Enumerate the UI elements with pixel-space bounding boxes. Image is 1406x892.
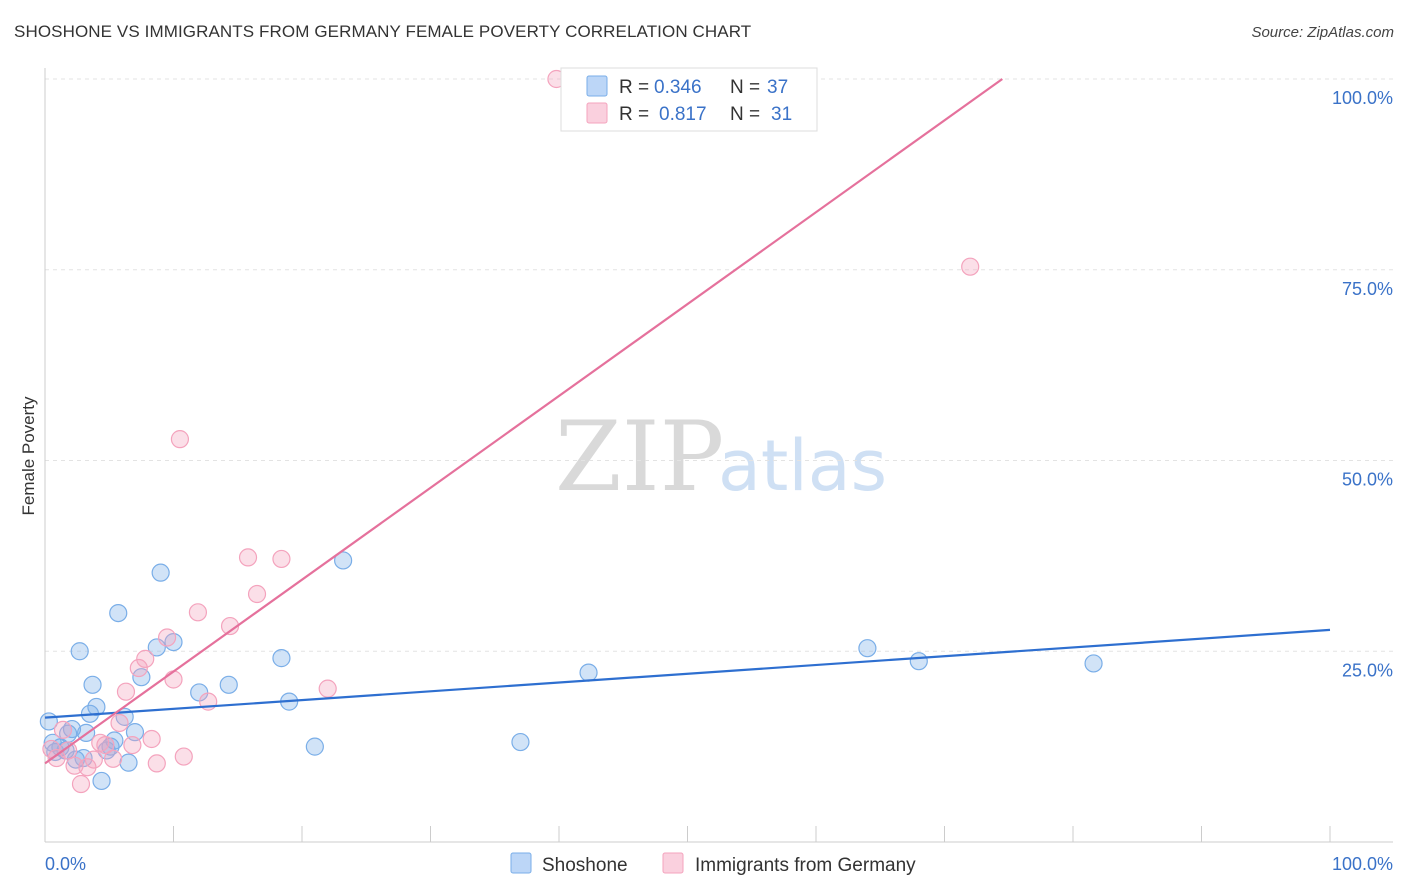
germany-point-15 bbox=[136, 649, 155, 668]
y-axis-tick-labels: 25.0% 50.0% 75.0% 100.0% bbox=[1332, 88, 1393, 680]
germany-point-19 bbox=[164, 670, 183, 689]
y-tick-label-50: 50.0% bbox=[1342, 470, 1393, 490]
germany-point-14 bbox=[129, 658, 148, 678]
shoshone-point-12 bbox=[87, 697, 106, 717]
source-note: Source: ZipAtlas.com bbox=[1251, 24, 1394, 41]
y-tick-label-75: 75.0% bbox=[1342, 279, 1393, 299]
x-axis-ticks bbox=[44, 826, 1331, 842]
shoshone-point-31 bbox=[511, 732, 530, 752]
bottom-legend-swatch-shoshone bbox=[510, 852, 532, 874]
grid-lines bbox=[45, 78, 1393, 652]
shoshone-point-13 bbox=[92, 771, 111, 791]
bottom-legend-label-germany: Immigrants from Germany bbox=[695, 855, 916, 876]
legend-r-value-shoshone: 0.346 bbox=[654, 77, 702, 98]
shoshone-point-32 bbox=[579, 663, 598, 682]
legend-swatch-germany bbox=[586, 102, 608, 124]
germany-point-9 bbox=[96, 735, 115, 755]
shoshone-point-19 bbox=[119, 753, 138, 772]
y-tick-label-100: 100.0% bbox=[1332, 88, 1393, 108]
germany-point-13 bbox=[123, 735, 142, 755]
germany-point-21 bbox=[174, 747, 193, 766]
germany-point-16 bbox=[142, 729, 161, 749]
shoshone-point-29 bbox=[305, 737, 324, 756]
shoshone-trend-line bbox=[44, 628, 1331, 719]
legend-r-label-shoshone: R = bbox=[619, 77, 649, 98]
shoshone-point-16 bbox=[105, 731, 124, 750]
shoshone-point-11 bbox=[83, 675, 102, 694]
germany-point-28 bbox=[318, 679, 337, 698]
germany-point-11 bbox=[110, 713, 129, 733]
germany-point-18 bbox=[157, 628, 177, 647]
shoshone-point-17 bbox=[109, 603, 128, 623]
shoshone-point-26 bbox=[219, 675, 238, 694]
watermark-atlas: atlas bbox=[718, 425, 887, 507]
germany-point-12 bbox=[116, 682, 136, 701]
germany-point-30 bbox=[961, 257, 980, 276]
germany-point-17 bbox=[147, 754, 166, 773]
y-axis-label: Female Poverty bbox=[19, 396, 38, 516]
germany-point-22 bbox=[188, 603, 208, 622]
germany-point-26 bbox=[247, 584, 267, 604]
shoshone-points bbox=[39, 551, 1103, 791]
germany-point-7 bbox=[84, 750, 103, 769]
bottom-legend-label-shoshone: Shoshone bbox=[542, 855, 628, 876]
bottom-legend: Shoshone Immigrants from Germany bbox=[510, 852, 916, 876]
germany-point-6 bbox=[78, 758, 97, 777]
legend-r-value-germany: 0.817 bbox=[659, 104, 707, 125]
legend-n-value-germany: 31 bbox=[771, 104, 792, 125]
germany-trend-line bbox=[44, 78, 1003, 765]
germany-point-20 bbox=[170, 430, 190, 449]
x-tick-label-max: 100.0% bbox=[1332, 854, 1393, 874]
germany-point-10 bbox=[104, 749, 123, 768]
germany-point-25 bbox=[238, 548, 258, 567]
germany-point-3 bbox=[59, 741, 78, 760]
shoshone-point-23 bbox=[151, 563, 170, 582]
shoshone-point-34 bbox=[909, 652, 928, 671]
legend-swatch-shoshone bbox=[586, 75, 608, 97]
shoshone-point-30 bbox=[334, 551, 353, 570]
germany-point-2 bbox=[53, 720, 73, 739]
shoshone-point-33 bbox=[858, 639, 877, 658]
trend-lines bbox=[44, 78, 1331, 765]
legend-n-value-shoshone: 37 bbox=[767, 77, 788, 98]
y-tick-label-25: 25.0% bbox=[1342, 660, 1393, 680]
shoshone-point-8 bbox=[70, 642, 89, 661]
x-tick-label-min: 0.0% bbox=[45, 854, 86, 874]
legend-box: R = 0.346 N = 37 R = 0.817 N = 31 bbox=[560, 67, 818, 132]
germany-point-5 bbox=[71, 774, 91, 794]
watermark-zip: ZIP bbox=[555, 401, 724, 513]
germany-point-27 bbox=[272, 549, 291, 569]
chart-title: SHOSHONE VS IMMIGRANTS FROM GERMANY FEMA… bbox=[14, 22, 752, 41]
legend-n-label-germany: N = bbox=[730, 104, 760, 125]
bottom-legend-swatch-germany bbox=[662, 852, 684, 874]
legend-r-label-germany: R = bbox=[619, 104, 649, 125]
legend-n-label-shoshone: N = bbox=[730, 77, 760, 98]
shoshone-point-27 bbox=[272, 649, 291, 668]
shoshone-point-35 bbox=[1084, 654, 1103, 673]
